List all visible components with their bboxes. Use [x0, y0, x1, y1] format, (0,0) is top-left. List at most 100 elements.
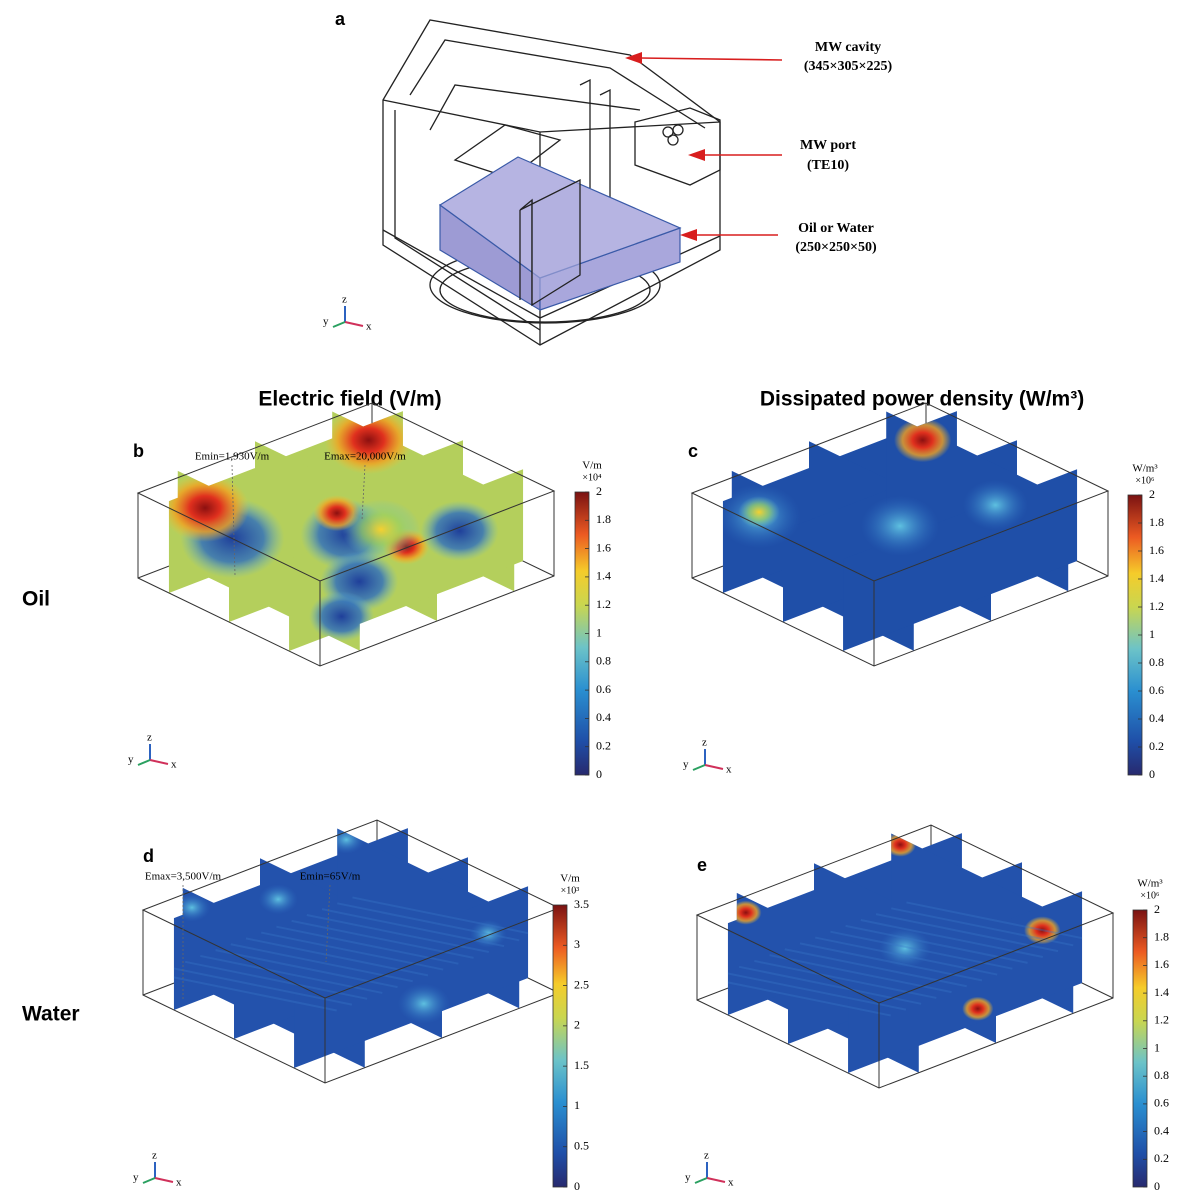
colorbar-tick-label: 0.4 — [596, 710, 611, 724]
axis-triad: yzx — [133, 1150, 182, 1189]
colorbar-tick-label: 1.2 — [1149, 599, 1164, 613]
field-spot — [962, 997, 993, 1021]
colorbar-tick-label: 1 — [1154, 1040, 1160, 1054]
field-spot — [174, 894, 210, 922]
colorbar-tick-label: 0 — [1149, 767, 1155, 781]
arrows — [625, 52, 782, 241]
triad-label: x — [176, 1177, 182, 1189]
triad-label: x — [726, 764, 732, 776]
triad-label: y — [323, 316, 329, 328]
colorbar-multiplier: ×10⁴ — [582, 472, 602, 483]
triad-label: z — [702, 737, 707, 749]
component-detail: (250×250×50) — [795, 240, 877, 255]
colorbar-tick-label: 0.2 — [596, 738, 611, 752]
field-spot — [894, 418, 951, 462]
annotation: Emin=65V/m — [300, 871, 361, 883]
colorbar-tick-label: 1.6 — [1149, 543, 1164, 557]
colorbar: W/m³×10⁶ 0 0.2 0.4 0.6 0.8 1 1.2 1.4 1.6 1.8 2 — [1128, 463, 1164, 781]
colorbar-tick-label: 1.4 — [596, 569, 611, 583]
colorbar-tick-label: 0 — [574, 1179, 580, 1193]
component-label: MW cavity — [815, 40, 881, 55]
axis-triad: yzx — [323, 294, 372, 333]
field-plot — [692, 403, 1108, 666]
field-plot — [143, 820, 559, 1083]
field-spot — [259, 884, 298, 914]
colorbar-multiplier: ×10⁶ — [1135, 475, 1155, 486]
triad-arm — [155, 1178, 173, 1182]
colorbar-tick-label: 1.6 — [1154, 957, 1169, 971]
axis-triad: yzx — [128, 732, 177, 771]
colorbar-tick-label: 2 — [1154, 902, 1160, 916]
triad-arm — [345, 322, 363, 326]
field-plot — [697, 825, 1113, 1088]
colorbar-tick-label: 1 — [574, 1098, 580, 1112]
colorbar-tick-label: 3 — [574, 937, 580, 951]
triad-arm — [150, 760, 168, 764]
triad-arm — [695, 1178, 707, 1183]
colorbar-tick-label: 0.5 — [574, 1138, 589, 1152]
triad-arm — [143, 1178, 155, 1183]
colorbar-tick-label: 0 — [596, 767, 602, 781]
colorbar-tick-label: 0.2 — [1154, 1151, 1169, 1165]
component-detail: (345×305×225) — [804, 59, 893, 74]
triad-arm — [138, 760, 150, 765]
panel-letter: d — [143, 846, 154, 866]
colorbar-multiplier: ×10⁶ — [1140, 890, 1160, 901]
triad-label: y — [128, 754, 134, 766]
field-spot — [861, 496, 939, 556]
field-spot — [730, 901, 761, 925]
triad-label: y — [685, 1172, 691, 1184]
field-spot — [398, 984, 450, 1024]
colorbar-tick-label: 1.8 — [1149, 515, 1164, 529]
triad-label: x — [728, 1177, 734, 1189]
colorbar-tick-label: 0.8 — [596, 654, 611, 668]
colorbar-tick-label: 0.6 — [1149, 683, 1164, 697]
colorbar-tick-label: 0.8 — [1154, 1068, 1169, 1082]
triad-label: y — [133, 1172, 139, 1184]
colorbar-tick-label: 0.4 — [1154, 1123, 1169, 1137]
colorbar-tick-label: 1 — [1149, 627, 1155, 641]
field-spot — [328, 826, 364, 854]
colorbar-tick-label: 1.4 — [1154, 985, 1169, 999]
colorbar-tick-label: 0.8 — [1149, 655, 1164, 669]
colorbar-tick-label: 1.8 — [1154, 929, 1169, 943]
figure: a MW cavity (345×305×225) MW port (TE10)… — [0, 0, 1186, 1193]
colorbar-unit: W/m³ — [1132, 463, 1158, 475]
colorbar-tick-label: 2 — [574, 1018, 580, 1032]
colorbar-tick-label: 1.2 — [596, 597, 611, 611]
component-label: Oil or Water — [798, 221, 874, 236]
axis-triad: yzx — [683, 737, 732, 776]
column-title: Electric field (V/m) — [258, 388, 441, 411]
colorbar-tick-label: 2 — [1149, 487, 1155, 501]
triad-arm — [705, 765, 723, 769]
colorbar-unit: W/m³ — [1137, 878, 1163, 890]
field-spot — [963, 480, 1028, 530]
row-label: Oil — [22, 588, 50, 611]
panel-letter: e — [697, 855, 707, 875]
panel-letter: c — [688, 441, 698, 461]
annotation: Emax=20,000V/m — [324, 451, 406, 463]
colorbar: W/m³×10⁶ 0 0.2 0.4 0.6 0.8 1 1.2 1.4 1.6 1.8 2 — [1133, 878, 1169, 1193]
colorbar-tick-label: 0 — [1154, 1179, 1160, 1193]
column-title: Dissipated power density (W/m³) — [760, 388, 1084, 411]
colorbar-tick-label: 1 — [596, 625, 602, 639]
colorbar: V/m×10³00.511.522.533.5 — [553, 873, 589, 1193]
field-spot — [161, 474, 249, 542]
triad-label: z — [342, 294, 347, 306]
field-spot — [738, 496, 780, 528]
colorbar-tick-label: 0.4 — [1149, 711, 1164, 725]
colorbar-tick-label: 1.2 — [1154, 1013, 1169, 1027]
colorbar-tick-label: 1.5 — [574, 1058, 589, 1072]
triad-label: z — [704, 1150, 709, 1162]
colorbar-tick-label: 2 — [596, 484, 602, 498]
field-spot — [309, 591, 374, 641]
colorbar-tick-label: 1.4 — [1149, 571, 1164, 585]
triad-arm — [333, 322, 345, 327]
component-detail: (TE10) — [807, 158, 849, 173]
colorbar-tick-label: 0.2 — [1149, 739, 1164, 753]
colorbar-tick-label: 0.6 — [1154, 1096, 1169, 1110]
colorbar-tick-label: 1.8 — [596, 512, 611, 526]
row-label: Water — [22, 1003, 80, 1026]
triad-label: z — [147, 732, 152, 744]
colorbar-tick-label: 3.5 — [574, 897, 589, 911]
